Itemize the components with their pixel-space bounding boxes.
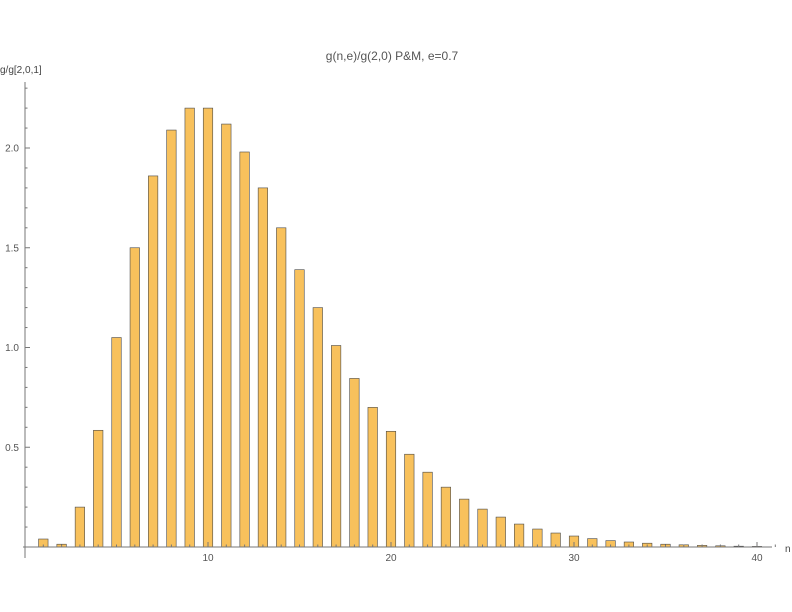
bar-n-26: [495, 516, 506, 548]
y-tick-label: 1.5: [5, 243, 19, 254]
y-tick-label: 1.0: [5, 343, 19, 354]
bar-n-9: [184, 107, 195, 548]
x-tick-label: 20: [385, 553, 397, 564]
axes-group: 10 20 30 40 0.5 1.0 1.5 2.0: [5, 82, 776, 564]
bar-n-24: [459, 498, 470, 548]
bar-n-18: [349, 378, 360, 548]
y-axis-label: g/g[2,0,1]: [0, 65, 42, 76]
bar-n-7: [148, 175, 159, 548]
chart-title: g(n,e)/g(2,0) P&M, e=0.7: [326, 49, 459, 63]
bar-n-4: [93, 429, 104, 548]
bar-n-19: [367, 407, 378, 548]
bar-n-20: [385, 430, 397, 548]
bar-n-17: [331, 345, 342, 548]
bar-n-11: [221, 123, 232, 548]
y-tick-label: 2.0: [5, 144, 19, 155]
x-tick-label: 40: [751, 553, 763, 564]
y-tick-label: 0.5: [5, 443, 19, 454]
bar-n-28: [532, 528, 543, 548]
bar-n-16: [312, 307, 323, 548]
bar-n-12: [239, 151, 250, 548]
bar-n-25: [477, 508, 488, 548]
x-tick-label: 30: [568, 553, 580, 564]
bar-n-23: [440, 486, 451, 548]
bars-group: [38, 107, 763, 548]
x-axis-label: n: [785, 544, 791, 555]
bar-n-15: [294, 269, 305, 548]
bar-n-21: [404, 453, 415, 548]
bar-n-8: [166, 129, 177, 548]
bar-n-13: [257, 187, 268, 548]
bar-n-6: [129, 247, 140, 548]
bar-n-10: [202, 107, 214, 548]
bar-n-14: [276, 227, 287, 548]
bar-n-22: [422, 471, 433, 548]
bar-n-27: [514, 523, 525, 548]
bar-n-5: [111, 337, 122, 548]
x-tick-label: 10: [202, 553, 214, 564]
bar-n-3: [74, 506, 85, 548]
